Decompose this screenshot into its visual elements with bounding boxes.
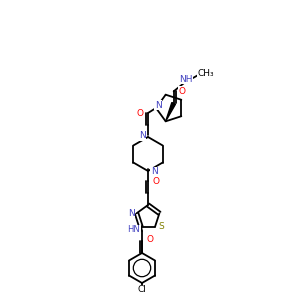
Text: CH₃: CH₃ — [197, 69, 214, 78]
Text: O: O — [178, 87, 185, 96]
Text: O: O — [152, 176, 160, 185]
Polygon shape — [166, 103, 176, 121]
Text: N: N — [128, 209, 135, 218]
Text: N: N — [154, 100, 161, 109]
Text: Cl: Cl — [138, 286, 146, 295]
Text: NH: NH — [179, 75, 192, 84]
Text: O: O — [136, 109, 143, 118]
Text: O: O — [146, 236, 154, 244]
Text: N: N — [151, 167, 158, 176]
Text: N: N — [139, 131, 145, 140]
Text: HN: HN — [128, 226, 140, 235]
Text: S: S — [158, 222, 164, 231]
